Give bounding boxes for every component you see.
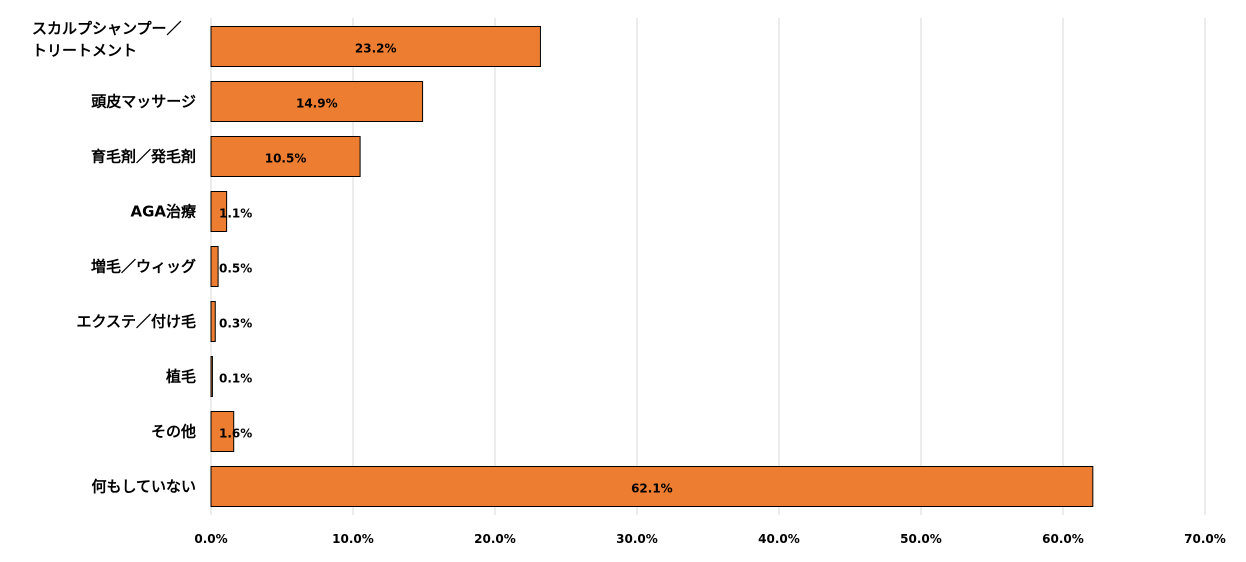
x-tick-label: 50.0% [900,532,942,546]
x-tick-label: 60.0% [1042,532,1084,546]
data-label: 10.5% [265,152,307,166]
bar [210,411,235,452]
x-tick-label: 20.0% [474,532,516,546]
bar [210,301,216,342]
x-tick-label: 0.0% [194,532,227,546]
x-tick-label: 10.0% [332,532,374,546]
data-labels: 23.2% 14.9% 10.5% 1.1% 0.5% 0.3% 0.1% 1.6% 62.1% [219,42,673,496]
data-label: 1.1% [219,207,252,221]
category-label: スカルプシャンプー／ [32,20,182,38]
x-axis-ticks: 0.0% 10.0% 20.0% 30.0% 40.0% 50.0% 60.0% 70.0% [194,532,1225,546]
data-label: 14.9% [296,97,338,111]
data-label: 0.3% [219,317,252,331]
bar [210,356,213,397]
data-label: 0.1% [219,372,252,386]
category-label: AGA治療 [130,203,197,221]
data-label: 1.6% [219,427,252,441]
data-label: 0.5% [219,262,252,276]
bar [210,81,424,122]
category-label: 育毛剤／発毛剤 [91,148,196,166]
x-tick-label: 30.0% [616,532,658,546]
gridlines [210,18,1206,515]
data-label: 23.2% [355,42,397,56]
category-label: 植毛 [166,368,196,386]
category-label: トリートメント [32,42,137,60]
category-label: 何もしていない [91,478,196,496]
data-label: 62.1% [631,482,673,496]
bar [210,136,361,177]
x-tick-label: 70.0% [1184,532,1226,546]
category-label: その他 [151,423,196,441]
category-label: 増毛／ウィッグ [91,258,196,276]
bars [210,26,1094,507]
bar [210,26,541,67]
x-tick-label: 40.0% [758,532,800,546]
bar [210,191,228,232]
category-label: 頭皮マッサージ [91,93,196,111]
category-label: エクステ／付け毛 [76,313,196,331]
bar [210,246,219,287]
bar [210,466,1094,507]
